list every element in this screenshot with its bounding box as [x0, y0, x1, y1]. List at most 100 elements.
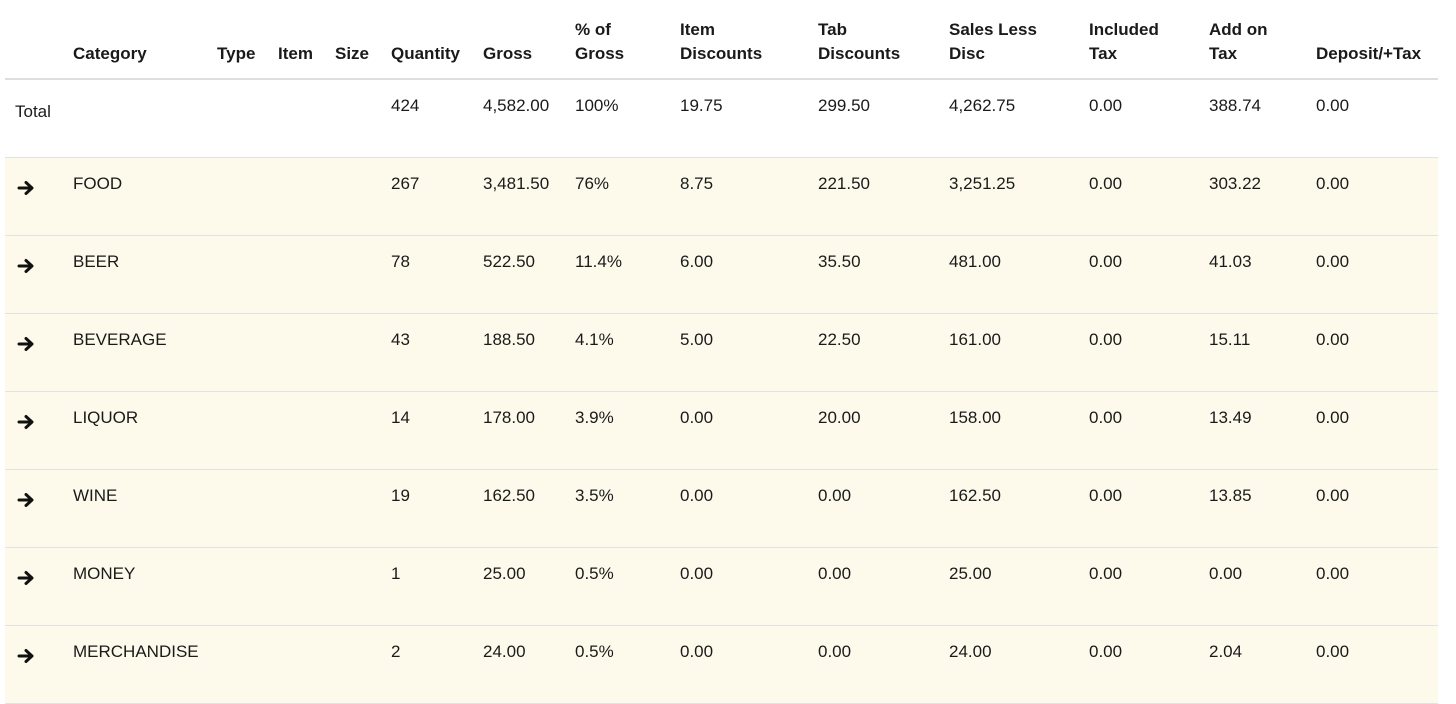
gross-cell: 178.00: [479, 391, 571, 470]
included-tax-cell: 0.00: [1085, 547, 1205, 626]
category-name: FOOD: [69, 157, 213, 236]
item-discounts-cell: 0.00: [676, 469, 814, 548]
add-on-tax-cell: 2.04: [1205, 625, 1312, 704]
arrow-right-icon[interactable]: [17, 490, 37, 510]
item-discounts-cell: 0.00: [676, 391, 814, 470]
header-category[interactable]: Category: [69, 0, 213, 80]
header-size[interactable]: Size: [331, 0, 387, 80]
gross-cell: 25.00: [479, 547, 571, 626]
item-cell: [274, 547, 331, 626]
header-add-on-tax[interactable]: Add on Tax: [1205, 0, 1312, 80]
header-item[interactable]: Item: [274, 0, 331, 80]
type-cell: [213, 157, 274, 236]
item-cell: [274, 313, 331, 392]
size-cell: [331, 313, 387, 392]
pct-gross-cell: 3.5%: [571, 469, 676, 548]
item-cell: [274, 391, 331, 470]
arrow-right-icon[interactable]: [17, 256, 37, 276]
category-row[interactable]: MERCHANDISE 2 24.00 0.5% 0.00 0.00 24.00…: [5, 625, 1438, 704]
expand-cell[interactable]: [5, 235, 69, 314]
tab-discounts-cell: 0.00: [814, 469, 945, 548]
header-pct-gross[interactable]: % of Gross: [571, 0, 676, 80]
gross-cell: 188.50: [479, 313, 571, 392]
item-cell: [274, 235, 331, 314]
sales-less-disc-cell: 25.00: [945, 547, 1085, 626]
expand-cell[interactable]: [5, 547, 69, 626]
header-expand: [5, 0, 69, 80]
arrow-right-icon[interactable]: [17, 568, 37, 588]
category-row[interactable]: WINE 19 162.50 3.5% 0.00 0.00 162.50 0.0…: [5, 469, 1438, 548]
arrow-right-icon[interactable]: [17, 334, 37, 354]
type-cell: [213, 547, 274, 626]
header-included-tax-line1: Included: [1089, 20, 1159, 39]
pct-gross-cell: 11.4%: [571, 235, 676, 314]
header-quantity[interactable]: Quantity: [387, 0, 479, 80]
size-cell: [331, 391, 387, 470]
included-tax-cell: 0.00: [1085, 469, 1205, 548]
header-gross[interactable]: Gross: [479, 0, 571, 80]
expand-cell[interactable]: [5, 313, 69, 392]
total-label: Total: [5, 79, 387, 158]
header-included-tax-line2: Tax: [1089, 44, 1118, 63]
pct-gross-cell: 0.5%: [571, 625, 676, 704]
included-tax-cell: 0.00: [1085, 235, 1205, 314]
item-cell: [274, 469, 331, 548]
included-tax-cell: 0.00: [1085, 391, 1205, 470]
tab-discounts-cell: 221.50: [814, 157, 945, 236]
item-discounts-cell: 0.00: [676, 547, 814, 626]
item-discounts-cell: 0.00: [676, 625, 814, 704]
expand-cell[interactable]: [5, 391, 69, 470]
gross-cell: 3,481.50: [479, 157, 571, 236]
header-item-discounts[interactable]: Item Discounts: [676, 0, 814, 80]
type-cell: [213, 625, 274, 704]
expand-cell[interactable]: [5, 469, 69, 548]
size-cell: [331, 547, 387, 626]
quantity-cell: 14: [387, 391, 479, 470]
total-gross: 4,582.00: [479, 79, 571, 158]
expand-cell[interactable]: [5, 157, 69, 236]
total-row: Total 424 4,582.00 100% 19.75 299.50 4,2…: [5, 79, 1438, 158]
header-item-discounts-line1: Item: [680, 20, 715, 39]
tab-discounts-cell: 0.00: [814, 547, 945, 626]
header-sales-less-disc[interactable]: Sales Less Disc: [945, 0, 1085, 80]
header-add-on-tax-line1: Add on: [1209, 20, 1268, 39]
tab-discounts-cell: 20.00: [814, 391, 945, 470]
item-discounts-cell: 8.75: [676, 157, 814, 236]
sales-less-disc-cell: 158.00: [945, 391, 1085, 470]
deposit-tax-cell: 0.00: [1312, 157, 1438, 236]
header-pct-gross-line2: Gross: [575, 44, 625, 63]
gross-cell: 522.50: [479, 235, 571, 314]
header-tab-discounts[interactable]: Tab Discounts: [814, 0, 945, 80]
sales-less-disc-cell: 162.50: [945, 469, 1085, 548]
item-cell: [274, 157, 331, 236]
category-row[interactable]: FOOD 267 3,481.50 76% 8.75 221.50 3,251.…: [5, 157, 1438, 236]
category-row[interactable]: BEER 78 522.50 11.4% 6.00 35.50 481.00 0…: [5, 235, 1438, 314]
add-on-tax-cell: 13.85: [1205, 469, 1312, 548]
header-item-discounts-line2: Discounts: [680, 44, 763, 63]
header-tab-discounts-line1: Tab: [818, 20, 847, 39]
header-sales-less-disc-line1: Sales Less: [949, 20, 1037, 39]
arrow-right-icon[interactable]: [17, 178, 37, 198]
pct-gross-cell: 3.9%: [571, 391, 676, 470]
total-quantity: 424: [387, 79, 479, 158]
category-row[interactable]: BEVERAGE 43 188.50 4.1% 5.00 22.50 161.0…: [5, 313, 1438, 392]
pct-gross-cell: 0.5%: [571, 547, 676, 626]
deposit-tax-cell: 0.00: [1312, 625, 1438, 704]
header-included-tax[interactable]: Included Tax: [1085, 0, 1205, 80]
tab-discounts-cell: 0.00: [814, 625, 945, 704]
type-cell: [213, 469, 274, 548]
deposit-tax-cell: 0.00: [1312, 391, 1438, 470]
header-deposit-tax[interactable]: Deposit/+Tax: [1312, 0, 1438, 80]
quantity-cell: 1: [387, 547, 479, 626]
total-deposit-tax: 0.00: [1312, 79, 1438, 158]
gross-cell: 24.00: [479, 625, 571, 704]
expand-cell[interactable]: [5, 625, 69, 704]
arrow-right-icon[interactable]: [17, 412, 37, 432]
arrow-right-icon[interactable]: [17, 646, 37, 666]
included-tax-cell: 0.00: [1085, 625, 1205, 704]
category-row[interactable]: LIQUOR 14 178.00 3.9% 0.00 20.00 158.00 …: [5, 391, 1438, 470]
category-row[interactable]: MONEY 1 25.00 0.5% 0.00 0.00 25.00 0.00 …: [5, 547, 1438, 626]
header-type[interactable]: Type: [213, 0, 274, 80]
total-tab-discounts: 299.50: [814, 79, 945, 158]
category-name: BEVERAGE: [69, 313, 213, 392]
